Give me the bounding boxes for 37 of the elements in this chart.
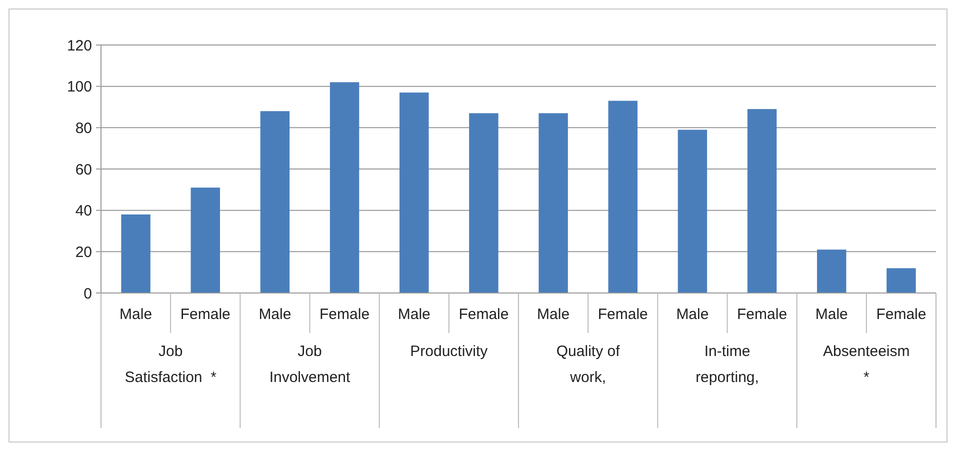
bar	[469, 113, 498, 293]
bar	[747, 109, 777, 293]
y-tick-label: 20	[75, 244, 92, 261]
bar	[608, 100, 638, 293]
x-tick-label: Female	[458, 306, 509, 323]
y-tick-label: 40	[75, 202, 92, 220]
bar	[260, 111, 290, 293]
x-tick-label: Female	[876, 306, 926, 323]
x-tick-label: Male	[676, 306, 709, 323]
text: Absenteeism *	[823, 343, 910, 386]
text: Job Involvement	[269, 343, 352, 386]
text: In-time reporting,	[696, 343, 759, 386]
x-tick-label: Male	[258, 306, 292, 323]
bar	[538, 113, 568, 293]
y-tick-label: 100	[66, 78, 92, 96]
x-tick-label: Male	[815, 306, 848, 323]
y-tick-label: 60	[75, 161, 92, 178]
y-tick-label: 0	[84, 285, 92, 302]
x-tick-label: Female	[598, 306, 648, 323]
bar	[678, 130, 708, 293]
text: Productivity	[410, 343, 488, 360]
x-tick-label: Male	[537, 306, 570, 323]
x-tick-label: Female	[737, 306, 788, 323]
x-tick-label: Male	[398, 306, 430, 323]
bar	[121, 214, 150, 293]
y-tick-label: 80	[75, 120, 92, 137]
text: Quality of work,	[556, 343, 621, 386]
text: Job Satisfaction *	[124, 343, 217, 386]
bar	[330, 82, 360, 293]
bar	[817, 250, 846, 293]
x-tick-label: Female	[180, 306, 230, 323]
bar	[400, 92, 429, 293]
x-tick-label: Male	[120, 306, 152, 323]
bar	[190, 188, 220, 293]
bar	[886, 268, 916, 293]
y-tick-label: 120	[66, 37, 92, 54]
x-tick-label: Female	[320, 306, 370, 323]
